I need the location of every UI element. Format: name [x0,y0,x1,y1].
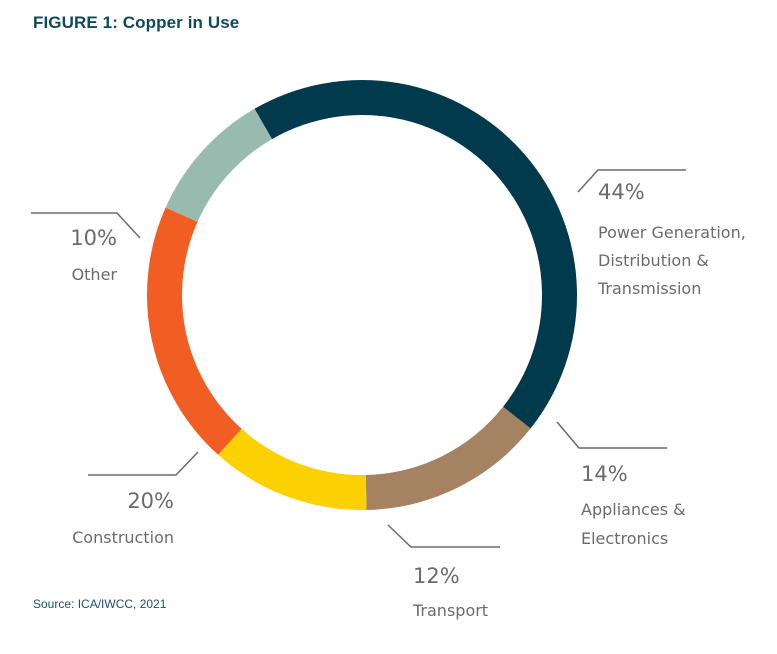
slice-label-appliances: 14% Appliances & Electronics [581,462,686,548]
category-label-power-generation-line2: Distribution & [598,251,709,270]
slice-label-other: 10% Other [70,226,117,284]
source-note: Source: ICA/IWCC, 2021 [33,597,167,611]
slice-label-power-generation: 44% Power Generation, Distribution & Tra… [597,180,746,298]
data-label-appliances: 14% [581,462,628,486]
data-label-other: 10% [70,226,117,250]
slice-label-construction: 20% Construction [72,489,174,547]
donut-slice-transport [218,428,367,510]
category-label-power-generation-line3: Transmission [597,279,701,298]
leader-line-other [31,212,141,239]
category-label-transport: Transport [412,601,488,620]
category-label-construction: Construction [72,528,174,547]
leader-line-transport [387,524,500,548]
category-label-power-generation-line1: Power Generation, [598,223,746,242]
category-label-appliances-line1: Appliances & [581,500,686,519]
donut-slice-construction [147,207,242,455]
leader-line-construction [88,451,199,476]
donut-slice-other [165,108,273,223]
leader-line-appliances [556,421,667,449]
leader-lines [31,169,686,548]
data-label-construction: 20% [127,489,174,513]
leader-line-power-generation [577,169,686,193]
category-label-appliances-line2: Electronics [581,529,668,548]
donut-slice-power-generation-distribution-transmission [254,80,577,429]
figure-title: FIGURE 1: Copper in Use [33,13,240,32]
category-label-other: Other [72,265,118,284]
data-label-transport: 12% [413,564,460,588]
slice-label-transport: 12% Transport [412,564,488,620]
donut-slice-appliances-electronics [365,406,531,510]
data-label-power-generation: 44% [598,180,645,204]
donut-slices [147,80,577,510]
